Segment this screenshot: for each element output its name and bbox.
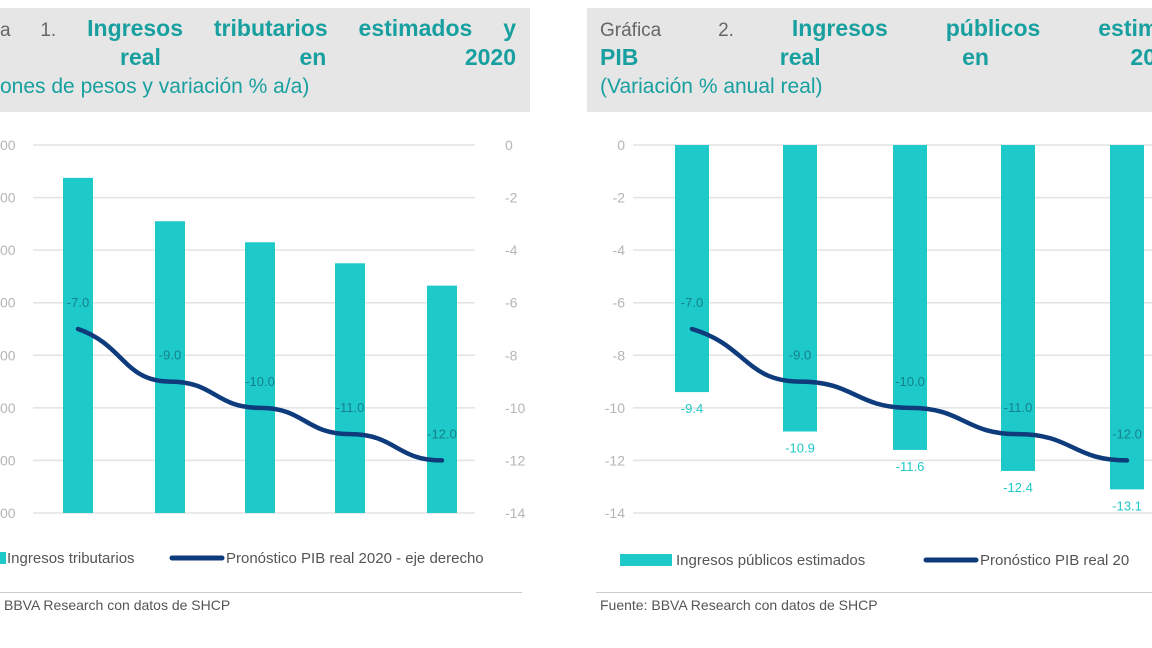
chart1-bar xyxy=(63,177,93,513)
chart1-right-axis-tick: -4 xyxy=(505,242,518,258)
chart1-bar xyxy=(245,242,275,513)
chart2-source: Fuente: BBVA Research con datos de SHCP xyxy=(600,597,878,613)
chart2-left-axis-tick: -2 xyxy=(613,190,626,206)
chart1-right-axis-tick: -12 xyxy=(505,452,525,468)
chart2-title-line1: Gráfica 2. Ingresos públicos estimados xyxy=(600,14,1152,45)
chart1-left-axis-tick: 00 xyxy=(0,505,16,521)
chart1-line-series xyxy=(75,326,445,463)
chart1-left-axis-tick: 00 xyxy=(0,295,16,311)
chart1-left-axis-tick: 00 xyxy=(0,137,16,153)
chart1-header: a 1. Ingresos tributarios estimados y re… xyxy=(0,8,530,112)
chart2-left-axis-tick: -12 xyxy=(605,452,625,468)
chart1-bar xyxy=(335,263,365,513)
chart2-left-axis-tick: -4 xyxy=(613,242,626,258)
chart1-legend-line-label: Pronóstico PIB real 2020 - eje derecho xyxy=(226,550,484,567)
chart1-source: BBVA Research con datos de SHCP xyxy=(4,597,231,613)
chart2-legend-line-label: Pronóstico PIB real 20 xyxy=(980,552,1129,569)
chart1-right-axis-tick: -8 xyxy=(505,347,518,363)
chart2-legend-bar-swatch xyxy=(620,554,672,566)
chart1-title-line1: a 1. Ingresos tributarios estimados y xyxy=(0,14,516,45)
chart1-title-line2: real en 2020 xyxy=(120,44,516,70)
chart2-header: Gráfica 2. Ingresos públicos estimados P… xyxy=(587,8,1152,112)
chart2-bar-label: -10.9 xyxy=(785,441,815,456)
chart1-line-label: -9.0 xyxy=(159,348,181,363)
chart2-line-series xyxy=(689,326,1130,463)
chart1-left-axis-tick: 00 xyxy=(0,190,16,206)
chart1-left-axis-tick: 00 xyxy=(0,400,16,416)
chart1-right-axis-tick: 0 xyxy=(505,137,513,153)
chart1-left-axis-tick: 00 xyxy=(0,242,16,258)
chart1-subtitle: ones de pesos y variación % a/a) xyxy=(0,75,310,98)
chart2-line-label: -9.0 xyxy=(789,348,811,363)
chart1-title: Ingresos tributarios estimados y xyxy=(87,15,516,41)
chart2-bar xyxy=(893,145,927,450)
chart1-line-label: -7.0 xyxy=(67,295,89,310)
chart2-left-axis-tick: -8 xyxy=(613,347,626,363)
chart2-left-axis-tick: -14 xyxy=(605,505,625,521)
chart1-title-prefix: a 1. xyxy=(0,20,57,41)
chart2-title-line2: PIB real en 20 xyxy=(600,44,1152,70)
chart1-bar xyxy=(427,285,457,513)
chart2-bar-label: -9.4 xyxy=(681,401,703,416)
chart2-title: Ingresos públicos estimados xyxy=(791,15,1152,41)
chart2-bar-label: -11.6 xyxy=(896,459,925,474)
chart2-line-label: -11.0 xyxy=(1004,400,1033,415)
chart2-line-label: -7.0 xyxy=(681,295,703,310)
chart1-line-label: -10.0 xyxy=(245,374,275,389)
chart1-line-label: -11.0 xyxy=(336,400,365,415)
chart1-right-axis-tick: -2 xyxy=(505,190,518,206)
chart2-line-label: -12.0 xyxy=(1112,426,1142,441)
chart1-legend-bar-label: Ingresos tributarios xyxy=(7,550,135,567)
chart2-line-label: -10.0 xyxy=(895,374,925,389)
chart2-source-divider xyxy=(596,592,1152,593)
chart2-left-axis-tick: 0 xyxy=(617,137,625,153)
chart1-bar xyxy=(155,221,185,513)
chart2-left-axis-tick: -10 xyxy=(605,400,625,416)
chart2-legend-bar-label: Ingresos públicos estimados xyxy=(676,552,865,569)
chart2-bar-label: -13.1 xyxy=(1112,498,1142,513)
chart2-left-axis-tick: -6 xyxy=(613,295,626,311)
chart1-left-axis-tick: 00 xyxy=(0,347,16,363)
chart2-bar xyxy=(1110,145,1144,490)
chart1-source-divider xyxy=(0,592,522,593)
chart1-legend-bar-swatch xyxy=(0,552,6,564)
chart2-bar xyxy=(675,145,709,393)
chart2-bar-label: -12.4 xyxy=(1003,480,1033,495)
chart2-title-prefix: Gráfica 2. xyxy=(600,20,734,41)
chart1-left-axis-tick: 00 xyxy=(0,452,16,468)
chart1-line-label: -12.0 xyxy=(427,426,457,441)
chart2-bar xyxy=(1001,145,1035,471)
chart1-right-axis-tick: -6 xyxy=(505,295,518,311)
chart1-right-axis-tick: -14 xyxy=(505,505,525,521)
chart2-bar xyxy=(783,145,817,432)
chart2-subtitle: (Variación % anual real) xyxy=(600,75,823,98)
chart1-right-axis-tick: -10 xyxy=(505,400,525,416)
